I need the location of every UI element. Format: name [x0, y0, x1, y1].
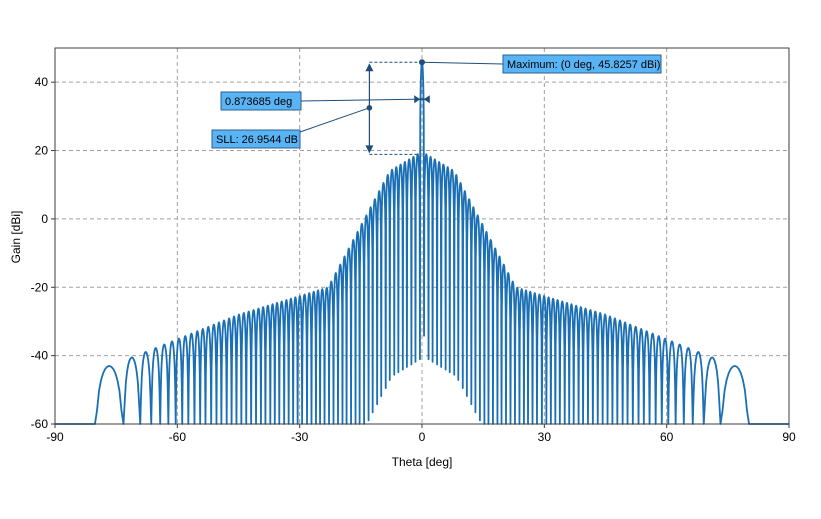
x-tick-label: -30 — [291, 430, 309, 444]
y-tick-label: -20 — [31, 280, 49, 294]
sll-callout-box — [211, 129, 301, 149]
maximum-callout-box — [502, 54, 662, 74]
beamwidth-arrow-left — [414, 95, 421, 104]
measurement-markers: Maximum: (0 deg, 45.8257 dBi) 0.873685 de… — [211, 54, 662, 155]
x-axis-label: Theta [deg] — [392, 455, 453, 469]
sll-callout-leader — [299, 107, 370, 133]
sll-marker — [366, 105, 373, 111]
y-tick-label: -40 — [31, 349, 49, 363]
maximum-callout-text: Maximum: (0 deg, 45.8257 dBi) — [507, 59, 660, 71]
beamwidth-arrow-right — [423, 95, 430, 104]
y-tick-label: -60 — [31, 417, 49, 431]
sll-arrow-down — [365, 145, 374, 154]
x-tick-label: 0 — [419, 430, 426, 444]
sll-callout-text: SLL: 26.9544 dB — [216, 134, 298, 146]
gain-series — [55, 61, 789, 425]
x-tick-label: -90 — [46, 430, 64, 444]
x-tick-label: -60 — [169, 430, 187, 444]
sll-arrow-up — [365, 63, 374, 72]
x-tick-label: 60 — [660, 430, 674, 444]
x-tick-label: 30 — [538, 430, 552, 444]
grid — [55, 48, 789, 424]
y-tick-label: 0 — [41, 212, 48, 226]
y-tick-label: 20 — [35, 144, 49, 158]
y-tick-label: 40 — [35, 75, 49, 89]
gain-curve — [55, 61, 789, 425]
beamwidth-callout-box — [220, 91, 302, 111]
maximum-callout-leader — [421, 61, 504, 65]
x-tick-label: 90 — [782, 430, 796, 444]
beamwidth-callout-text: 0.873685 deg — [225, 96, 292, 108]
beamwidth-callout-leader — [300, 98, 415, 102]
y-axis-label: Gain [dBi] — [9, 211, 23, 264]
